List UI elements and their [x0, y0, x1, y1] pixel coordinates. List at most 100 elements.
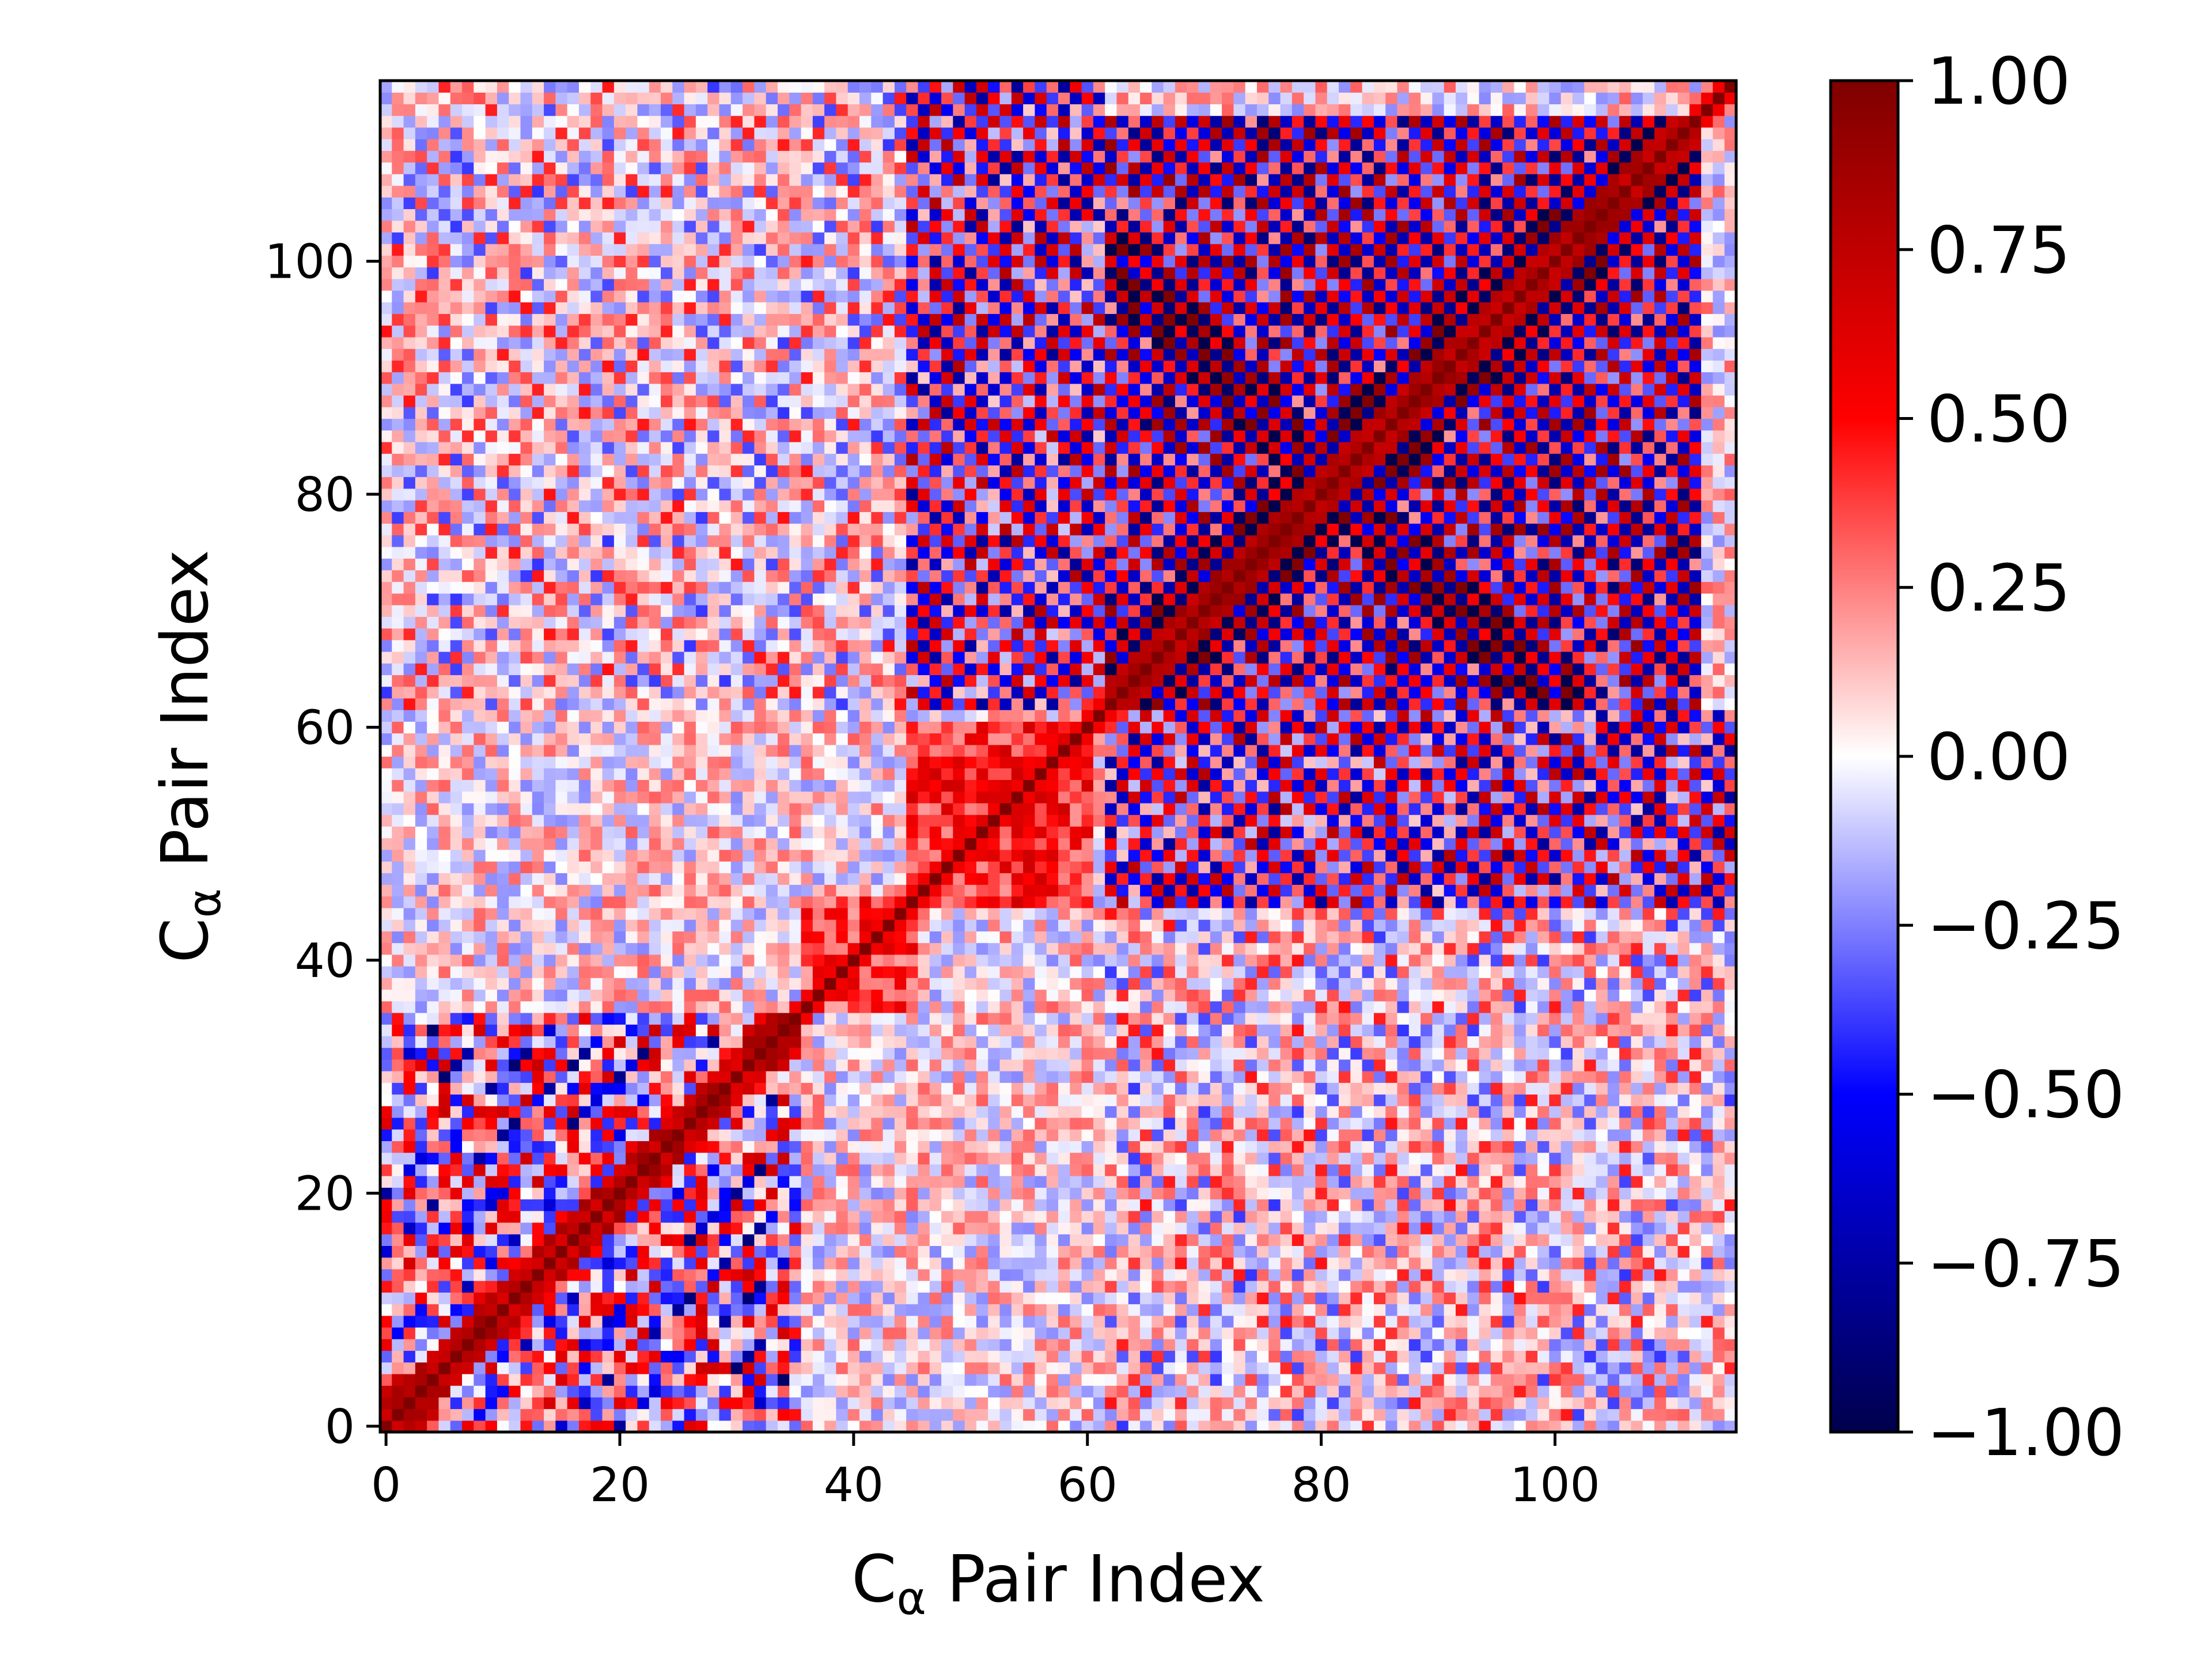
heatmap-cell	[1152, 1362, 1164, 1374]
heatmap-cell	[1350, 942, 1363, 955]
heatmap-cell	[613, 1304, 626, 1316]
heatmap-cell	[695, 1373, 708, 1386]
heatmap-cell	[1011, 1210, 1024, 1223]
heatmap-cell	[1362, 1222, 1374, 1234]
heatmap-cell	[766, 1129, 778, 1141]
heatmap-cell	[1467, 1187, 1480, 1200]
heatmap-cell	[1421, 1420, 1433, 1433]
heatmap-cell	[520, 1082, 533, 1095]
heatmap-cell	[1408, 1281, 1421, 1293]
heatmap-cell	[1093, 1036, 1105, 1048]
heatmap-cell	[1256, 1210, 1269, 1223]
heatmap-cell	[1222, 1268, 1234, 1281]
heatmap-cell	[1724, 1187, 1737, 1200]
heatmap-cell	[1116, 1350, 1129, 1363]
heatmap-cell	[1642, 1117, 1655, 1130]
heatmap-cell	[847, 1222, 860, 1234]
heatmap-cell	[1175, 1059, 1187, 1071]
heatmap-cell	[1537, 1094, 1550, 1107]
heatmap-cell	[1187, 1350, 1199, 1363]
heatmap-cell	[988, 1036, 1001, 1048]
heatmap-cell	[415, 1420, 427, 1433]
heatmap-cell	[894, 1373, 907, 1386]
heatmap-cell	[859, 1304, 872, 1316]
heatmap-cell	[859, 1245, 872, 1258]
heatmap-cell	[918, 1222, 930, 1234]
heatmap-cell	[1525, 1199, 1538, 1211]
heatmap-cell	[1163, 1012, 1176, 1025]
heatmap-cell	[1023, 1281, 1036, 1293]
heatmap-cell	[1327, 1117, 1339, 1130]
heatmap-cell	[1327, 1082, 1339, 1095]
heatmap-cell	[871, 1152, 884, 1165]
heatmap-cell	[403, 1362, 416, 1374]
heatmap-cell	[1093, 1268, 1105, 1281]
heatmap-cell	[380, 1373, 392, 1386]
heatmap-cell	[1362, 1257, 1374, 1270]
heatmap-cell	[1093, 1373, 1105, 1386]
heatmap-cell	[1701, 1059, 1714, 1071]
heatmap-cell	[626, 1024, 638, 1036]
heatmap-cell	[1058, 1257, 1070, 1270]
heatmap-cell	[590, 1024, 603, 1036]
heatmap-cell	[649, 1105, 661, 1118]
heatmap-cell	[906, 1420, 919, 1433]
heatmap-cell	[801, 1129, 813, 1141]
heatmap-cell	[1058, 1234, 1070, 1247]
heatmap-cell	[871, 989, 884, 1002]
heatmap-cell	[555, 1001, 568, 1013]
heatmap-cell	[1549, 1152, 1562, 1165]
heatmap-cell	[1444, 942, 1456, 955]
heatmap-cell	[1291, 942, 1304, 955]
heatmap-cell	[976, 931, 988, 944]
heatmap-cell	[836, 1362, 849, 1374]
heatmap-cell	[1152, 978, 1164, 990]
heatmap-cell	[1081, 1164, 1094, 1176]
heatmap-cell	[1584, 1257, 1597, 1270]
heatmap-cell	[403, 1234, 416, 1247]
heatmap-cell	[1479, 1234, 1491, 1247]
heatmap-cell	[1455, 1234, 1468, 1247]
heatmap-cell	[1093, 1304, 1105, 1316]
heatmap-cell	[1631, 1036, 1643, 1048]
heatmap-cell	[964, 989, 977, 1002]
heatmap-cell	[941, 1397, 953, 1410]
heatmap-cell	[1362, 1176, 1374, 1188]
heatmap-cell	[882, 1257, 895, 1270]
heatmap-cell	[789, 1152, 802, 1165]
heatmap-cell	[1689, 1385, 1702, 1397]
heatmap-cell	[743, 931, 755, 944]
heatmap-cell	[1268, 1001, 1281, 1013]
heatmap-cell	[661, 1245, 673, 1258]
heatmap-cell	[532, 1281, 544, 1293]
heatmap-cell	[1408, 1339, 1421, 1351]
heatmap-cell	[1642, 1012, 1655, 1025]
heatmap-cell	[1408, 1268, 1421, 1281]
heatmap-cell	[824, 989, 837, 1002]
heatmap-cell	[754, 1222, 767, 1234]
heatmap-cell	[672, 1339, 685, 1351]
heatmap-cell	[1607, 989, 1620, 1002]
heatmap-cell	[427, 1339, 440, 1351]
heatmap-cell	[964, 1397, 977, 1410]
heatmap-cell	[730, 1234, 743, 1247]
heatmap-cell	[1677, 1152, 1690, 1165]
heatmap-cell	[1421, 978, 1433, 990]
heatmap-cell	[626, 1373, 638, 1386]
heatmap-cell	[1093, 1257, 1105, 1270]
heatmap-cell	[1291, 1350, 1304, 1363]
heatmap-cell	[1058, 989, 1070, 1002]
heatmap-cell	[1256, 1408, 1269, 1421]
heatmap-cell	[684, 1001, 696, 1013]
heatmap-cell	[1187, 1210, 1199, 1223]
heatmap-cell	[509, 1339, 521, 1351]
heatmap-cell	[730, 1094, 743, 1107]
heatmap-cell	[649, 1245, 661, 1258]
heatmap-cell	[1421, 966, 1433, 978]
heatmap-cell	[1093, 1199, 1105, 1211]
heatmap-cell	[520, 1420, 533, 1433]
heatmap-cell	[567, 1222, 579, 1234]
heatmap-cell	[578, 1397, 591, 1410]
heatmap-cell	[707, 1047, 720, 1060]
heatmap-cell	[509, 1001, 521, 1013]
